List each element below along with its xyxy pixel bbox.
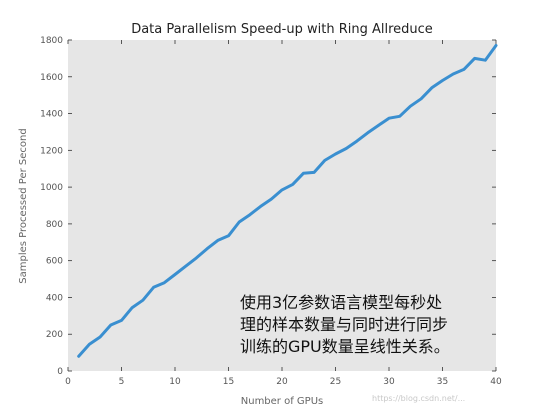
x-tick-label: 10 — [169, 377, 181, 387]
watermark-text: https://blog.csdn.net/... — [372, 394, 466, 403]
x-axis-label: Number of GPUs — [241, 396, 323, 407]
series-line — [77, 44, 498, 358]
x-tick-label: 25 — [330, 377, 341, 387]
annotation-line-3: 训练的GPU数量呈线性关系。 — [240, 337, 450, 356]
x-tick-label: 0 — [65, 377, 71, 387]
x-tick-label: 20 — [276, 377, 288, 387]
chart-title: Data Parallelism Speed-up with Ring Allr… — [131, 22, 433, 37]
y-tick-label: 600 — [46, 257, 63, 267]
x-axis: 0 5 10 15 20 25 30 35 40 — [65, 40, 502, 387]
x-tick-label: 35 — [437, 377, 448, 387]
y-tick-label: 200 — [46, 330, 63, 340]
y-tick-label: 1600 — [40, 73, 63, 83]
x-tick-label: 15 — [223, 377, 234, 387]
y-tick-label: 800 — [46, 220, 63, 230]
annotation-line-1: 使用3亿参数语言模型每秒处 — [240, 293, 443, 312]
annotation-line-2: 理的样本数量与同时进行同步 — [240, 315, 449, 334]
y-tick-label: 1000 — [40, 183, 63, 193]
x-tick-label: 30 — [383, 377, 395, 387]
y-axis-label: Samples Processed Per Second — [18, 128, 29, 283]
y-tick-label: 1400 — [40, 110, 63, 120]
y-tick-label: 1800 — [40, 36, 63, 46]
y-axis: 0 200 400 600 800 1000 1200 1400 1600 1800 — [40, 36, 496, 377]
y-tick-label: 400 — [46, 293, 63, 303]
series-layer — [77, 44, 498, 358]
y-tick-label: 1200 — [40, 146, 63, 156]
x-tick-label: 40 — [490, 377, 502, 387]
x-tick-label: 5 — [119, 377, 125, 387]
y-tick-label: 0 — [57, 367, 63, 377]
